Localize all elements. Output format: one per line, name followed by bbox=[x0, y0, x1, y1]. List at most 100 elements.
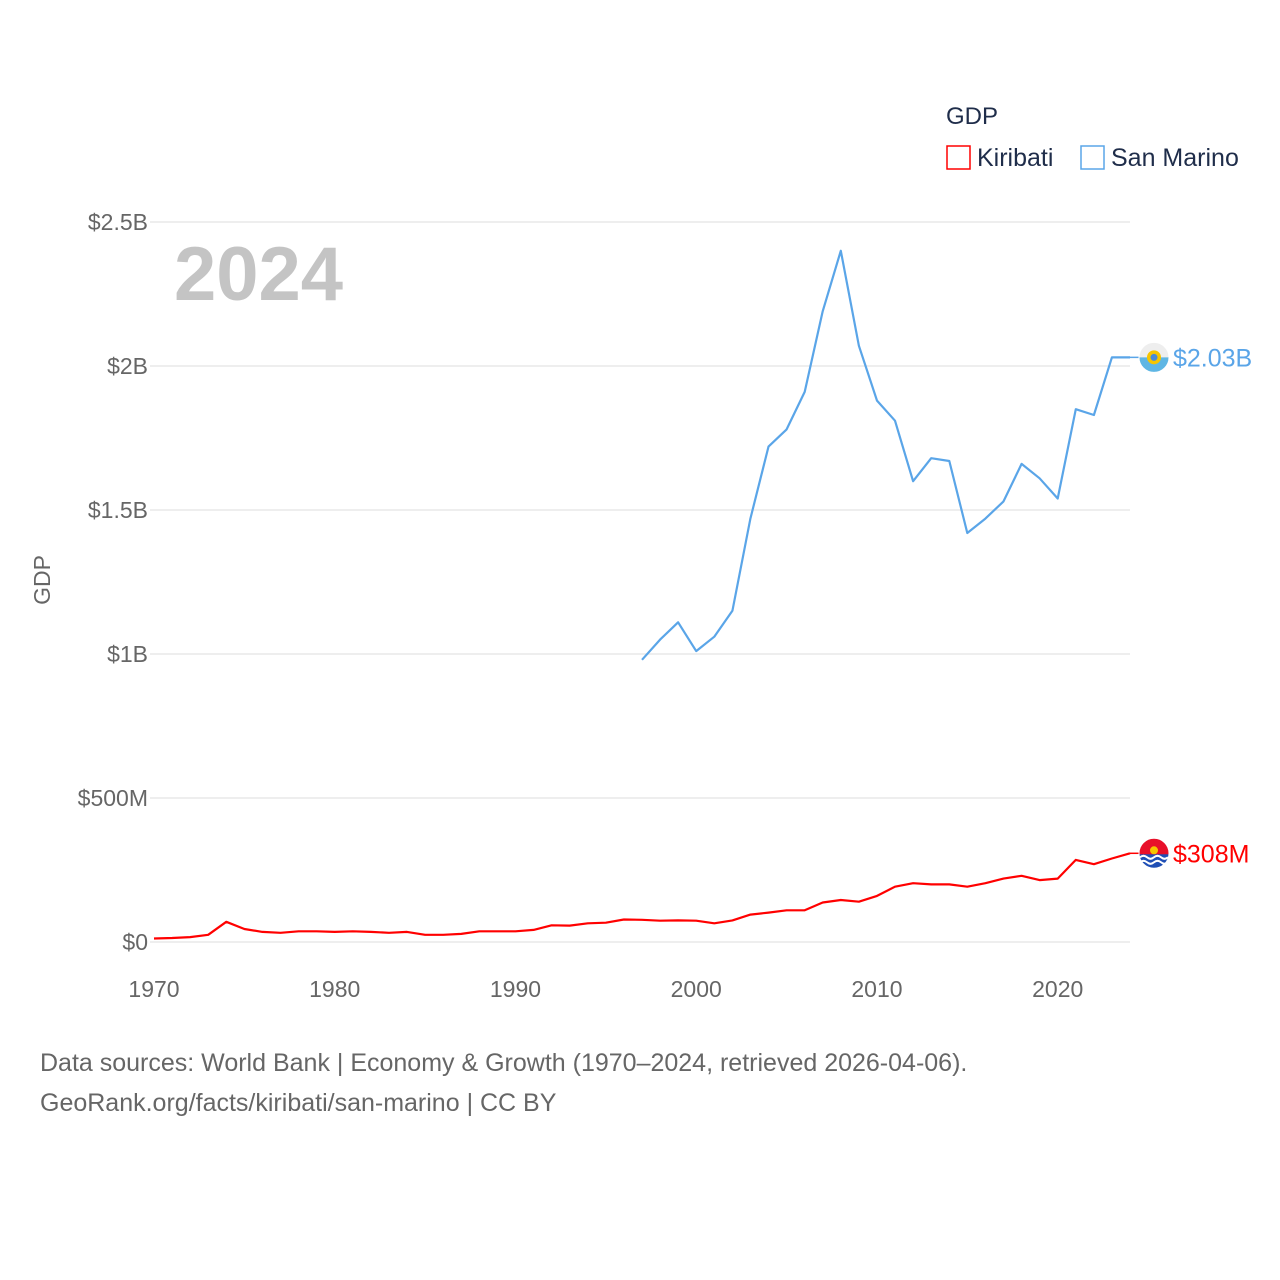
x-tick-label: 1970 bbox=[128, 976, 179, 1002]
x-tick-label: 2000 bbox=[671, 976, 722, 1002]
y-tick-label: $0 bbox=[122, 929, 148, 955]
legend-label-san-marino[interactable]: San Marino bbox=[1111, 144, 1239, 172]
data-point-kiribati[interactable] bbox=[585, 920, 591, 926]
data-point-kiribati[interactable] bbox=[494, 928, 500, 934]
data-point-san-marino[interactable] bbox=[1000, 498, 1006, 504]
data-point-san-marino[interactable] bbox=[693, 648, 699, 654]
data-point-kiribati[interactable] bbox=[223, 919, 229, 925]
data-point-san-marino[interactable] bbox=[928, 455, 934, 461]
data-point-san-marino[interactable] bbox=[1019, 461, 1025, 467]
data-point-kiribati[interactable] bbox=[711, 920, 717, 926]
series-line-kiribati[interactable] bbox=[153, 852, 1131, 940]
data-point-kiribati[interactable] bbox=[169, 935, 175, 941]
data-point-kiribati[interactable] bbox=[1000, 876, 1006, 882]
source-url[interactable]: GeoRank.org/facts/kiribati/san-marino | … bbox=[40, 1089, 557, 1117]
x-tick-label: 2020 bbox=[1032, 976, 1083, 1002]
data-point-san-marino[interactable] bbox=[639, 657, 645, 663]
data-point-san-marino[interactable] bbox=[784, 426, 790, 432]
data-point-san-marino[interactable] bbox=[856, 343, 862, 349]
data-point-kiribati[interactable] bbox=[314, 928, 320, 934]
data-point-san-marino[interactable] bbox=[1055, 495, 1061, 501]
data-point-kiribati[interactable] bbox=[1019, 873, 1025, 879]
data-point-kiribati[interactable] bbox=[512, 928, 518, 934]
y-tick-label: $1B bbox=[107, 641, 148, 667]
data-point-kiribati[interactable] bbox=[657, 918, 663, 924]
data-point-kiribati[interactable] bbox=[621, 917, 627, 923]
data-point-san-marino[interactable] bbox=[1091, 412, 1097, 418]
data-point-san-marino[interactable] bbox=[964, 530, 970, 536]
data-point-san-marino[interactable] bbox=[657, 637, 663, 643]
data-point-kiribati[interactable] bbox=[964, 884, 970, 890]
data-point-kiribati[interactable] bbox=[639, 917, 645, 923]
data-point-kiribati[interactable] bbox=[151, 936, 157, 942]
data-point-san-marino[interactable] bbox=[820, 308, 826, 314]
data-point-kiribati[interactable] bbox=[259, 929, 265, 935]
data-point-san-marino[interactable] bbox=[711, 634, 717, 640]
y-tick-label: $1.5B bbox=[88, 497, 148, 523]
data-point-kiribati[interactable] bbox=[856, 899, 862, 905]
data-point-kiribati[interactable] bbox=[476, 928, 482, 934]
data-point-kiribati[interactable] bbox=[820, 900, 826, 906]
data-point-san-marino[interactable] bbox=[874, 398, 880, 404]
series-line-san-marino[interactable] bbox=[641, 249, 1130, 661]
data-point-kiribati[interactable] bbox=[1073, 857, 1079, 863]
data-point-kiribati[interactable] bbox=[350, 928, 356, 934]
data-point-kiribati[interactable] bbox=[946, 881, 952, 887]
data-point-kiribati[interactable] bbox=[928, 881, 934, 887]
data-point-san-marino[interactable] bbox=[838, 248, 844, 254]
data-point-kiribati[interactable] bbox=[747, 912, 753, 918]
data-point-kiribati[interactable] bbox=[675, 917, 681, 923]
legend-title: GDP bbox=[946, 103, 998, 130]
data-point-san-marino[interactable] bbox=[982, 516, 988, 522]
data-point-kiribati[interactable] bbox=[1109, 855, 1115, 861]
legend-swatch-kiribati[interactable] bbox=[946, 145, 971, 170]
data-point-kiribati[interactable] bbox=[603, 920, 609, 926]
data-point-kiribati[interactable] bbox=[440, 932, 446, 938]
data-point-kiribati[interactable] bbox=[278, 930, 284, 936]
x-tick-label: 1990 bbox=[490, 976, 541, 1002]
data-point-kiribati[interactable] bbox=[422, 932, 428, 938]
data-point-kiribati[interactable] bbox=[296, 928, 302, 934]
data-point-san-marino[interactable] bbox=[946, 458, 952, 464]
data-point-kiribati[interactable] bbox=[1037, 877, 1043, 883]
legend-label-kiribati[interactable]: Kiribati bbox=[977, 144, 1053, 172]
data-point-kiribati[interactable] bbox=[838, 897, 844, 903]
data-point-kiribati[interactable] bbox=[910, 880, 916, 886]
legend-swatch-san-marino[interactable] bbox=[1080, 145, 1105, 170]
data-point-san-marino[interactable] bbox=[1073, 406, 1079, 412]
data-point-san-marino[interactable] bbox=[910, 478, 916, 484]
data-point-kiribati[interactable] bbox=[368, 929, 374, 935]
data-point-kiribati[interactable] bbox=[187, 934, 193, 940]
data-point-kiribati[interactable] bbox=[729, 917, 735, 923]
data-point-kiribati[interactable] bbox=[982, 880, 988, 886]
end-value-label-san-marino: $2.03B bbox=[1173, 344, 1252, 372]
y-axis-label: GDP bbox=[29, 555, 55, 605]
data-point-san-marino[interactable] bbox=[766, 444, 772, 450]
data-point-kiribati[interactable] bbox=[458, 931, 464, 937]
year-label: 2024 bbox=[174, 232, 343, 317]
data-point-kiribati[interactable] bbox=[802, 907, 808, 913]
data-point-kiribati[interactable] bbox=[332, 929, 338, 935]
source-note: Data sources: World Bank | Economy & Gro… bbox=[40, 1043, 967, 1123]
data-point-kiribati[interactable] bbox=[549, 922, 555, 928]
data-point-kiribati[interactable] bbox=[567, 923, 573, 929]
data-point-san-marino[interactable] bbox=[747, 516, 753, 522]
data-point-kiribati[interactable] bbox=[386, 930, 392, 936]
data-point-kiribati[interactable] bbox=[531, 927, 537, 933]
data-point-san-marino[interactable] bbox=[729, 608, 735, 614]
data-point-kiribati[interactable] bbox=[693, 918, 699, 924]
data-point-kiribati[interactable] bbox=[766, 910, 772, 916]
data-point-kiribati[interactable] bbox=[784, 907, 790, 913]
data-point-san-marino[interactable] bbox=[675, 619, 681, 625]
data-point-kiribati[interactable] bbox=[892, 884, 898, 890]
data-point-kiribati[interactable] bbox=[1055, 876, 1061, 882]
data-point-san-marino[interactable] bbox=[892, 418, 898, 424]
data-point-san-marino[interactable] bbox=[1109, 354, 1115, 360]
data-point-kiribati[interactable] bbox=[241, 926, 247, 932]
data-point-san-marino[interactable] bbox=[1037, 475, 1043, 481]
data-point-kiribati[interactable] bbox=[205, 932, 211, 938]
data-point-kiribati[interactable] bbox=[404, 929, 410, 935]
data-point-kiribati[interactable] bbox=[1091, 861, 1097, 867]
data-point-san-marino[interactable] bbox=[802, 389, 808, 395]
data-point-kiribati[interactable] bbox=[874, 893, 880, 899]
